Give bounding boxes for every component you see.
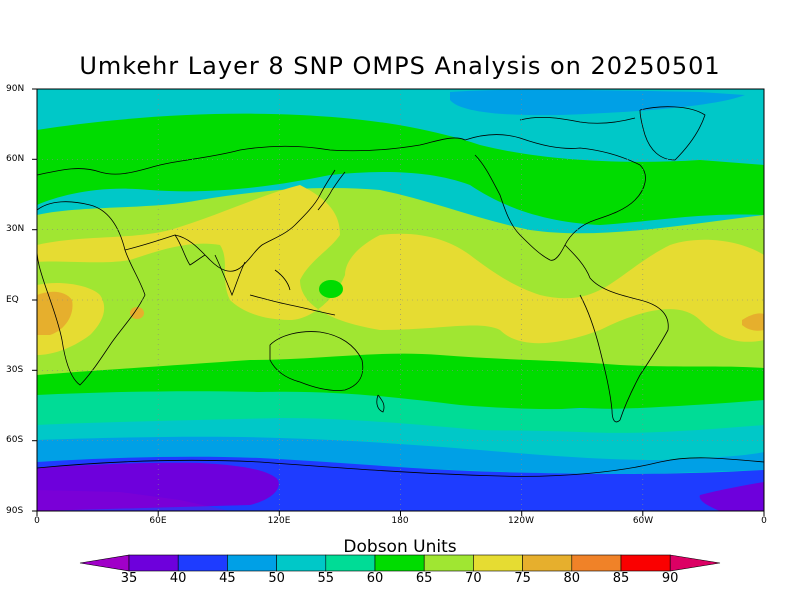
lon-label: 120E xyxy=(267,516,291,526)
lat-label: 30N xyxy=(6,224,25,234)
lon-label: 60E xyxy=(149,516,167,526)
band-south-40 xyxy=(37,462,279,511)
lon-label: 60W xyxy=(632,516,654,526)
lon-label: 180 xyxy=(391,516,409,526)
colorbar-label: 55 xyxy=(317,571,335,586)
map-title: Umkehr Layer 8 SNP OMPS Analysis on 2025… xyxy=(79,52,721,80)
coastlines xyxy=(37,106,764,477)
lat-label: EQ xyxy=(6,295,19,305)
band-north-50 xyxy=(450,89,745,116)
lon-label: 120W xyxy=(507,516,535,526)
colorbar-swatch xyxy=(177,554,228,572)
colorbar-label: 50 xyxy=(268,571,285,586)
colorbar-label: 35 xyxy=(120,571,138,586)
colorbar-over-arrow xyxy=(669,554,721,572)
band-south-50 xyxy=(37,436,764,475)
lat-label: 90N xyxy=(6,84,25,94)
lat-label: 60S xyxy=(6,435,24,445)
band-65-spot xyxy=(319,280,343,298)
colorbar-label: 70 xyxy=(465,571,482,586)
colorbar-label: 85 xyxy=(612,571,630,586)
colorbar-swatch xyxy=(522,554,573,572)
colorbar-label: 75 xyxy=(514,571,531,586)
colorbar-label: 65 xyxy=(415,571,433,586)
colorbar-swatch xyxy=(620,554,671,572)
colorbar-title: Dobson Units xyxy=(343,537,457,557)
colorbar-swatch xyxy=(423,554,474,572)
colorbar-swatch xyxy=(325,554,376,572)
lat-label: 30S xyxy=(6,365,24,375)
colorbar-label: 60 xyxy=(366,571,384,586)
colorbar-swatch xyxy=(374,554,425,572)
band-south-40-east xyxy=(699,482,764,511)
colorbar-label: 40 xyxy=(169,571,187,586)
colorbar xyxy=(79,554,721,572)
band-80-east xyxy=(742,313,764,331)
band-80-spot xyxy=(130,307,144,319)
colorbar-swatch xyxy=(128,554,179,572)
colorbar-label: 80 xyxy=(563,571,581,586)
band-south-35 xyxy=(37,490,230,511)
colorbar-label: 90 xyxy=(661,571,679,586)
colorbar-swatch xyxy=(276,554,327,572)
colorbar-swatch xyxy=(227,554,277,572)
colorbar-under-arrow xyxy=(79,554,130,572)
colorbar-swatch xyxy=(571,554,622,572)
colorbar-label: 45 xyxy=(219,571,236,586)
lat-label: 90S xyxy=(6,506,24,516)
lon-label: 0 xyxy=(761,516,767,526)
lat-label: 60N xyxy=(6,154,25,164)
lon-label: 0 xyxy=(34,516,40,526)
band-south-55 xyxy=(37,418,764,455)
graticule xyxy=(37,89,764,511)
axis-ticks xyxy=(32,88,765,516)
colorbar-swatch xyxy=(473,554,523,572)
